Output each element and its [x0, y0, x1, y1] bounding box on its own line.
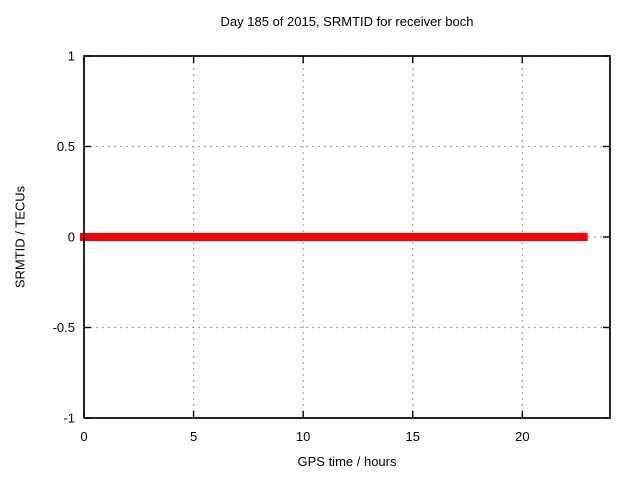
y-tick-label: 0: [68, 230, 75, 245]
plot-border: [83, 55, 611, 419]
x-tick-label: 20: [515, 429, 529, 444]
x-tick-label: 10: [296, 429, 310, 444]
y-tick-label: -1: [63, 411, 75, 426]
y-tick-label: -0.5: [53, 320, 75, 335]
x-tick-label: 5: [190, 429, 197, 444]
x-tick-label: 15: [406, 429, 420, 444]
x-axis-label: GPS time / hours: [297, 454, 397, 469]
x-tick-label: 0: [80, 429, 87, 444]
y-tick-label: 1: [68, 49, 75, 64]
y-tick-label: 0.5: [57, 139, 75, 154]
chart-title: Day 185 of 2015, SRMTID for receiver boc…: [220, 14, 474, 29]
